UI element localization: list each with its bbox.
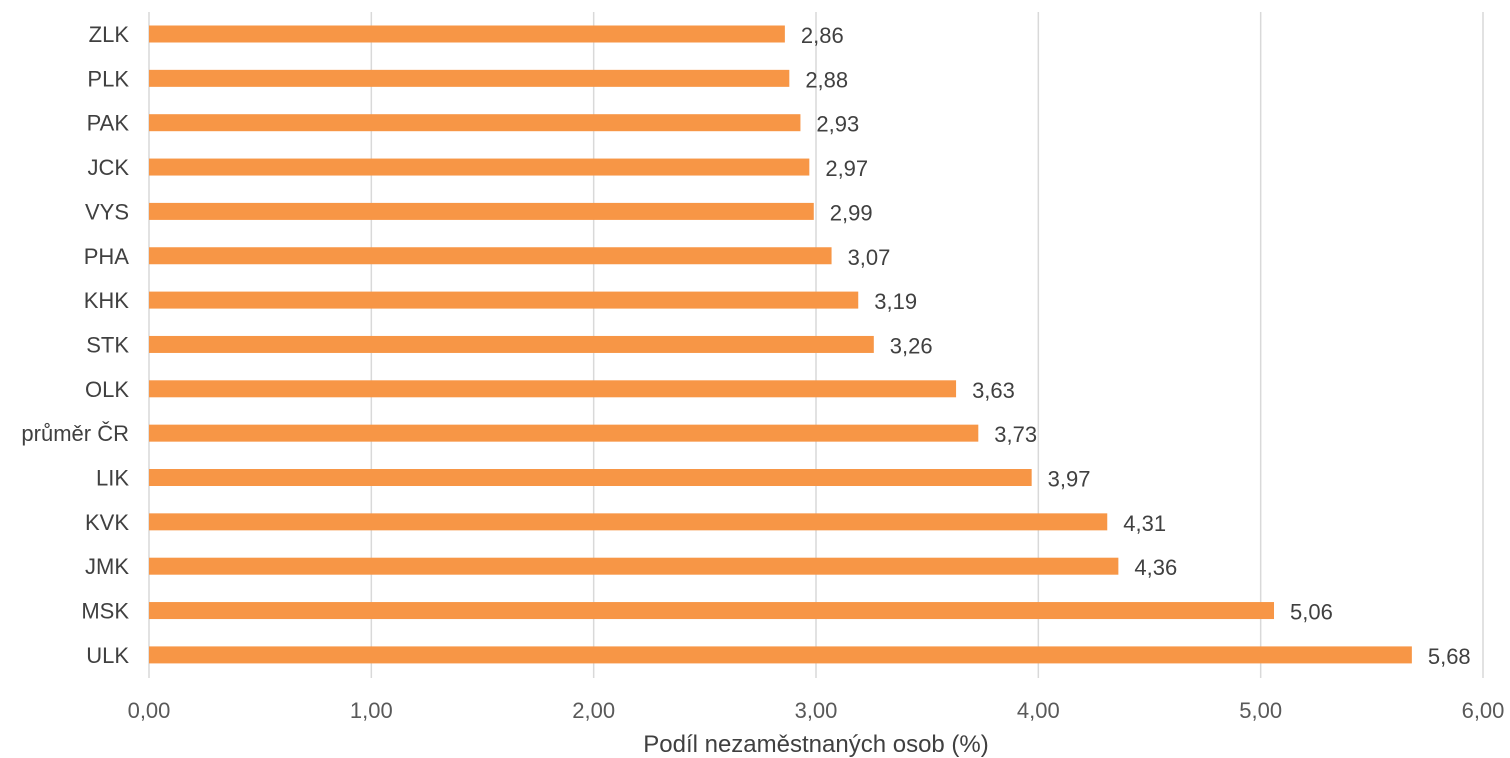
bar xyxy=(149,513,1108,531)
bar xyxy=(149,380,957,398)
bar xyxy=(149,424,979,442)
bar xyxy=(149,247,832,265)
x-tick-label: 1,00 xyxy=(350,698,393,723)
category-label: JCK xyxy=(87,155,129,180)
category-label: OLK xyxy=(85,377,129,402)
bar xyxy=(149,291,859,309)
category-labels: ZLK PLK PAK JCK VYS PHA KHK STK OLK průměr ČR LIK K… xyxy=(21,22,129,668)
bar xyxy=(149,25,785,43)
data-label: 3,73 xyxy=(994,422,1037,447)
bar xyxy=(149,646,1412,664)
data-label: 5,06 xyxy=(1290,600,1333,625)
bar xyxy=(149,469,1032,486)
bar xyxy=(149,69,790,87)
x-axis-title: Podíl nezaměstnaných osob (%) xyxy=(643,731,989,758)
x-tick-label: 3,00 xyxy=(795,698,838,723)
x-tick-label: 6,00 xyxy=(1462,698,1505,723)
x-axis-tick-labels: 0,00 1,00 2,00 3,00 4,00 5,00 6,00 xyxy=(128,698,1505,723)
category-label: ULK xyxy=(86,643,129,668)
category-label: VYS xyxy=(85,199,129,224)
category-label: JMK xyxy=(85,554,129,579)
data-label: 2,99 xyxy=(830,200,873,225)
data-label: 3,63 xyxy=(972,378,1015,403)
bar xyxy=(149,158,810,176)
category-label: STK xyxy=(86,332,129,357)
data-label: 3,97 xyxy=(1048,467,1091,492)
category-label: MSK xyxy=(81,599,129,624)
data-label: 5,68 xyxy=(1428,644,1471,669)
category-label: KVK xyxy=(85,510,129,535)
category-label: KHK xyxy=(84,288,130,313)
data-label: 4,36 xyxy=(1134,555,1177,580)
category-label: PAK xyxy=(87,111,130,136)
x-tick-label: 0,00 xyxy=(128,698,171,723)
category-label: PHA xyxy=(84,244,130,269)
x-tick-label: 5,00 xyxy=(1239,698,1282,723)
data-labels: 2,86 2,88 2,93 2,97 2,99 3,07 3,19 3,26 3,63 3,73… xyxy=(801,23,1471,669)
category-label: ZLK xyxy=(89,22,130,47)
data-label: 2,88 xyxy=(805,67,848,92)
bar xyxy=(149,602,1275,620)
data-label: 3,26 xyxy=(890,333,933,358)
x-tick-label: 2,00 xyxy=(572,698,615,723)
bars xyxy=(149,25,1412,664)
data-label: 3,19 xyxy=(874,289,917,314)
category-label: průměr ČR xyxy=(21,421,129,446)
data-label: 2,97 xyxy=(825,156,868,181)
data-label: 2,93 xyxy=(816,112,859,137)
data-label: 4,31 xyxy=(1123,511,1166,536)
category-label: PLK xyxy=(87,66,129,91)
bar xyxy=(149,202,814,220)
x-tick-label: 4,00 xyxy=(1017,698,1060,723)
bar xyxy=(149,335,874,353)
bar xyxy=(149,557,1119,575)
category-label: LIK xyxy=(96,466,129,491)
data-label: 2,86 xyxy=(801,23,844,48)
bar xyxy=(149,114,801,132)
data-label: 3,07 xyxy=(848,245,891,270)
